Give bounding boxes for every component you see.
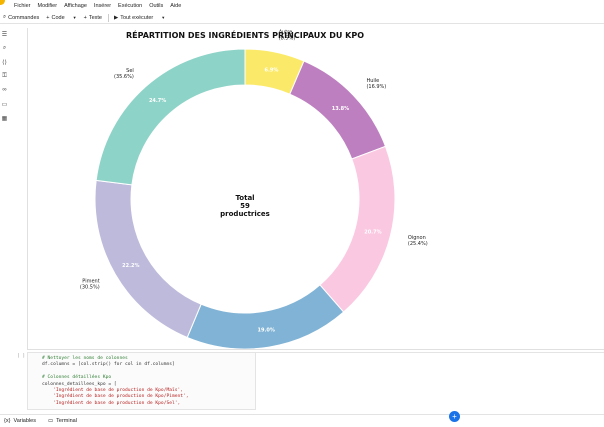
side-rail: ☰ ⌕ ⟨⟩ ⚿ ∞ ▭ ▦ — [0, 30, 9, 140]
slice-outer-percent: (25.4%) — [408, 241, 428, 247]
code-line: 'Ingrédient de base de production de Kpo… — [42, 387, 184, 393]
text-label: Texte — [88, 14, 102, 21]
code-editor[interactable]: # Nettoyer les noms de colonnes df.column… — [27, 352, 255, 410]
menu-item[interactable]: Exécution — [118, 3, 143, 9]
slice-percent-label: 6.9% — [265, 68, 279, 74]
menubar: Fichier Modifier Affichage Insérer Exécution… — [0, 0, 604, 12]
slice-percent-label: 13.8% — [332, 106, 349, 112]
cell-prompt[interactable]: [ ] — [17, 354, 26, 359]
terminal-label: Terminal — [56, 418, 77, 424]
donut-chart: RÉPARTITION DES INGRÉDIENTS PRINCIPAUX D… — [80, 29, 428, 350]
commands-button[interactable]: ⌕ Commandes — [3, 14, 39, 21]
output-frame — [27, 28, 604, 350]
statusbar: {x} Variables ▭ Terminal — [0, 414, 604, 427]
center-total-label: Total — [235, 194, 254, 202]
terminal-icon: ▭ — [47, 418, 54, 424]
run-all-label: Tout exécuter — [120, 14, 154, 21]
braces-icon: {x} — [4, 418, 11, 424]
center-total-unit: productrices — [220, 210, 270, 218]
terminal-button[interactable]: ▭ Terminal — [48, 418, 77, 424]
app-logo — [0, 0, 5, 5]
slice-outer-percent: (30.5%) — [80, 284, 100, 290]
code-editor-margin — [255, 352, 604, 410]
slice-percent-label: 19.0% — [257, 327, 274, 333]
plus-icon: + — [46, 14, 50, 21]
key-icon[interactable]: ⚿ — [2, 72, 7, 79]
code-brackets-icon[interactable]: ⟨⟩ — [2, 59, 7, 66]
donut-slice — [95, 48, 246, 186]
slice-outer-percent: (35.6%) — [114, 74, 134, 80]
commands-label: Commandes — [8, 14, 40, 21]
slice-category-label: Autre — [279, 29, 293, 35]
search-icon[interactable]: ⌕ — [2, 44, 7, 51]
menu-item[interactable]: Affichage — [64, 3, 87, 9]
run-all-button[interactable]: ▶ Tout exécuter ▼ — [114, 15, 165, 21]
slice-category-label: Piment — [82, 278, 99, 284]
code-line: 'Ingrédient de base de production de Kpo… — [42, 394, 189, 400]
center-total-count: 59 — [240, 202, 250, 210]
code-line: # Nettoyer les noms de colonnes — [42, 356, 128, 361]
menu-item[interactable]: Insérer — [93, 3, 112, 9]
chevron-down-icon[interactable]: ▼ — [161, 15, 166, 20]
menu-item[interactable]: Outils — [149, 3, 164, 9]
play-icon: ▶ — [114, 14, 119, 21]
cell-output: RÉPARTITION DES INGRÉDIENTS PRINCIPAUX D… — [27, 28, 604, 350]
add-cell-fab[interactable]: + — [449, 411, 460, 422]
plus-icon: + — [452, 412, 457, 421]
slice-category-label: Oignon — [408, 235, 426, 241]
code-line: # Colonnes détaillées Kpo — [42, 375, 112, 381]
search-icon: ⌕ — [3, 14, 7, 20]
slice-category-label: Huile — [366, 78, 379, 84]
code-label: Code — [51, 14, 65, 21]
folder-icon[interactable]: ▭ — [1, 101, 8, 108]
slice-percent-label: 22.2% — [122, 263, 139, 269]
chart-title: RÉPARTITION DES INGRÉDIENTS PRINCIPAUX D… — [126, 29, 364, 40]
code-line: df.columns = [col.strip() for col in df.… — [42, 362, 175, 368]
code-line: 'Ingrédient de base de production de Kpo… — [42, 400, 181, 406]
slice-outer-percent: (16.9%) — [366, 84, 386, 90]
link-icon[interactable]: ∞ — [2, 87, 7, 93]
menu-item[interactable]: Aide — [170, 3, 182, 9]
variables-button[interactable]: {x} Variables — [4, 418, 36, 424]
code-cell[interactable]: # Nettoyer les noms de colonnes df.column… — [27, 352, 604, 412]
add-text-button[interactable]: + Texte — [84, 15, 102, 21]
slice-percent-label: 24.7% — [149, 98, 166, 104]
variables-label: Variables — [13, 418, 36, 424]
menu-item[interactable]: Modifier — [37, 3, 58, 9]
menu-item[interactable]: Fichier — [14, 3, 31, 9]
code-line: colonnes_detaillees_kpo = [ — [42, 381, 117, 387]
slice-category-label: Sel — [126, 68, 134, 74]
slice-outer-percent: (8.5%) — [279, 35, 296, 41]
plus-icon: + — [83, 14, 87, 21]
chevron-down-icon[interactable]: ▼ — [72, 15, 77, 20]
menu-list: Fichier Modifier Affichage Insérer Exécution… — [14, 3, 181, 9]
calendar-icon[interactable]: ▦ — [1, 115, 8, 122]
toolbar-divider — [108, 13, 109, 22]
toolbar: ⌕ Commandes + Code ▼ + Texte ▶ Tout exéc… — [0, 12, 604, 24]
table-of-contents-icon[interactable]: ☰ — [1, 31, 8, 38]
add-code-button[interactable]: + Code ▼ — [46, 15, 76, 21]
slice-percent-label: 20.7% — [364, 229, 381, 235]
